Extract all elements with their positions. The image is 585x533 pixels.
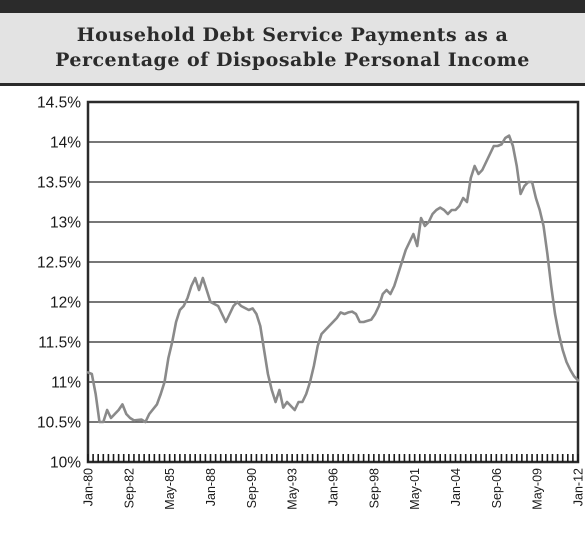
- line-chart: 14.5% 14% 13.5% 13% 12.5% 12% 11.5% 11% 10.5% 10%…: [37, 95, 585, 510]
- x-tick-label: May-01: [408, 468, 422, 510]
- plot-frame: [86, 100, 580, 464]
- chart-title-line-2: Percentage of Disposable Personal Income: [55, 49, 530, 71]
- series-layer: [86, 134, 580, 424]
- y-tick-label: 11.5%: [38, 335, 81, 352]
- x-tick-label: Sep-90: [245, 468, 259, 508]
- chart-title-line-1: Household Debt Service Payments as a: [76, 24, 509, 46]
- x-tick-label: Sep-82: [122, 468, 136, 508]
- y-tick-label: 13.5%: [37, 175, 81, 192]
- x-tick-label: May-93: [286, 468, 300, 510]
- y-tick-label: 10%: [50, 455, 81, 472]
- gridlines: [88, 101, 578, 423]
- x-minor-ticks: [87, 454, 579, 462]
- x-tick-label: May-09: [531, 468, 545, 510]
- x-tick-label: Sep-06: [490, 468, 504, 508]
- y-tick-label: 12%: [50, 295, 81, 312]
- y-tick-label: 14%: [50, 135, 81, 152]
- y-tick-label: 10.5%: [37, 415, 81, 432]
- y-axis-ticks: 14.5% 14% 13.5% 13% 12.5% 12% 11.5% 11% 10.5% 10%: [37, 95, 81, 472]
- y-tick-label: 14.5%: [37, 95, 81, 112]
- plot-area: [86, 100, 580, 464]
- x-tick-label: Jan-80: [82, 468, 96, 506]
- series-line: [86, 134, 580, 424]
- x-tick-label: May-85: [163, 468, 177, 510]
- chart-title: Household Debt Service Payments as a Per…: [0, 13, 585, 86]
- x-axis: Jan-80 Sep-82 May-85 Jan-88 Sep-90 May-93 Jan-…: [82, 454, 585, 510]
- x-tick-label: Jan-12: [572, 468, 585, 506]
- y-tick-label: 12.5%: [37, 255, 81, 272]
- x-tick-label: Jan-96: [327, 468, 341, 506]
- x-tick-label: Jan-88: [204, 468, 218, 506]
- y-tick-label: 13%: [50, 215, 81, 232]
- y-tick-label: 11%: [51, 375, 81, 392]
- header-bar: [0, 0, 585, 13]
- x-tick-label: Jan-04: [449, 468, 463, 506]
- x-tick-label: Sep-98: [367, 468, 381, 508]
